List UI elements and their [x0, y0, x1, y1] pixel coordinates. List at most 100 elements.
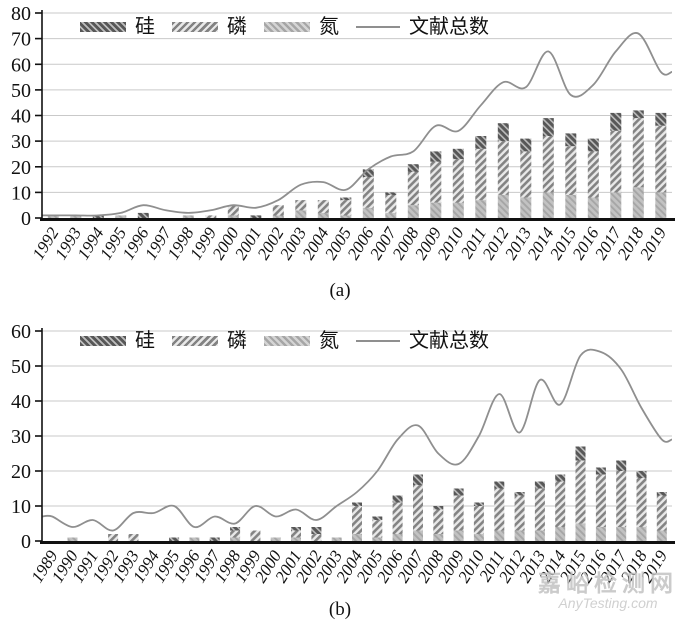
bar-segment-n — [227, 215, 239, 218]
bar-segment-n — [542, 192, 554, 218]
bar-segment-si — [311, 527, 322, 534]
bar-segment-n — [372, 537, 383, 541]
bar-segment-p — [475, 148, 487, 201]
bar-segment-n — [70, 215, 82, 218]
bar-segment-n — [115, 215, 127, 218]
bar-segment-p — [250, 530, 261, 541]
bar-segment-p — [372, 520, 383, 538]
bar-segment-p — [227, 205, 239, 216]
bar-segment-p — [452, 159, 464, 203]
bar-segment-p — [616, 471, 627, 527]
chart-b-canvas: 0102030405060198919901991199219931994199… — [11, 321, 675, 586]
bar-segment-si — [595, 467, 606, 475]
bar-segment-si — [534, 481, 545, 489]
bar-segment-n — [272, 215, 284, 218]
legend-p-label: 磷 — [227, 330, 247, 352]
bar-segment-si — [340, 197, 352, 201]
legend-si-label: 硅 — [135, 330, 155, 352]
legend-p-label: 磷 — [227, 16, 247, 38]
bar-segment-n — [475, 200, 487, 218]
bar-segment-p — [610, 130, 622, 193]
x-tick-label: 2019 — [636, 224, 670, 263]
bar-segment-si — [291, 527, 301, 531]
bar-segment-n — [534, 530, 545, 541]
bar-segment-n — [340, 215, 352, 218]
chart-a-caption: (a) — [329, 280, 351, 301]
bar-segment-n — [587, 197, 599, 218]
bar-segment-si — [475, 136, 487, 149]
bar-segment-si — [575, 446, 586, 461]
bar-segment-n — [230, 537, 241, 541]
bar-segment-si — [632, 110, 644, 119]
chart-b: 0 10 20 30 40 50 60 1989 1990 1991 1992 1993 1994 199… — [0, 310, 680, 623]
y-tick-label: 60 — [11, 321, 31, 343]
bar-segment-p — [272, 205, 284, 216]
bar-segment-p — [587, 151, 599, 198]
bar-segment-si — [385, 192, 397, 195]
bar-segment-p — [385, 194, 397, 213]
bar-segment-n — [565, 194, 577, 218]
bar-segment-si — [565, 133, 577, 147]
y-tick-label: 50 — [11, 80, 31, 102]
bar-segment-n — [632, 187, 644, 219]
legend-p-swatch — [172, 22, 218, 32]
bar-segment-si — [362, 169, 374, 177]
legend-si-swatch — [80, 22, 126, 32]
y-tick-label: 70 — [11, 29, 31, 51]
y-tick-label: 10 — [11, 496, 31, 518]
bar-segment-p — [575, 460, 586, 524]
y-tick-label: 0 — [21, 208, 31, 230]
bar-segment-p — [340, 200, 352, 216]
bar-segment-p — [656, 495, 667, 531]
bar-segment-si — [636, 471, 647, 478]
bar-segment-p — [413, 485, 423, 531]
bar-segment-p — [453, 495, 464, 531]
bar-segment-n — [595, 527, 606, 541]
bar-segment-si — [555, 474, 566, 482]
bar-segment-n — [270, 537, 281, 541]
bar-segment-n — [189, 537, 200, 541]
bar-segment-n — [182, 215, 194, 218]
bar-segment-si — [514, 492, 525, 496]
bar-segment-p — [473, 506, 484, 534]
bar-segment-n — [555, 527, 566, 541]
bar-segment-si — [453, 488, 464, 496]
bar-segment-n — [362, 207, 374, 219]
bar-segment-p — [295, 200, 307, 211]
bar-segment-p — [636, 478, 647, 527]
bar-segment-n — [413, 530, 423, 541]
bar-segment-p — [291, 530, 301, 538]
bar-segment-n — [520, 197, 532, 218]
bar-segment-n — [430, 202, 442, 218]
bar-segment-si — [413, 474, 423, 485]
bar-segment-n — [295, 210, 307, 218]
bar-segment-si — [655, 112, 667, 126]
bar-segment-n — [67, 537, 78, 541]
bar-segment-n — [636, 527, 647, 541]
bar-segment-si — [610, 112, 622, 131]
bar-segment-si — [430, 151, 442, 162]
bar-segment-si — [520, 138, 532, 152]
chart-b-caption: (b) — [328, 599, 352, 620]
bar-segment-p — [392, 502, 403, 534]
y-tick-label: 20 — [11, 461, 31, 483]
bar-segment-n — [47, 215, 59, 218]
bar-segment-n — [514, 530, 525, 541]
bar-segment-p — [565, 146, 577, 195]
bar-segment-p — [632, 118, 644, 188]
legend-n-swatch — [264, 22, 310, 32]
bar-segment-p — [433, 509, 444, 534]
bar-segment-si — [209, 537, 220, 541]
y-tick-label: 20 — [11, 157, 31, 179]
y-tick-label: 40 — [11, 106, 31, 128]
chart-b-legend: 硅 磷 氮 文献总数 — [80, 331, 497, 351]
legend-n-label: 氮 — [319, 16, 339, 38]
bar-segment-si — [473, 502, 484, 506]
bar-segment-n — [610, 192, 622, 218]
bar-segment-n — [452, 202, 464, 218]
bar-segment-n — [291, 537, 301, 541]
bar-segment-n — [473, 534, 484, 541]
bar-segment-p — [514, 495, 525, 531]
bar-segment-p — [542, 136, 554, 193]
chart-a: 0 10 20 30 40 50 60 70 80 1992 1993 1994 1995 1996 199… — [0, 0, 680, 310]
